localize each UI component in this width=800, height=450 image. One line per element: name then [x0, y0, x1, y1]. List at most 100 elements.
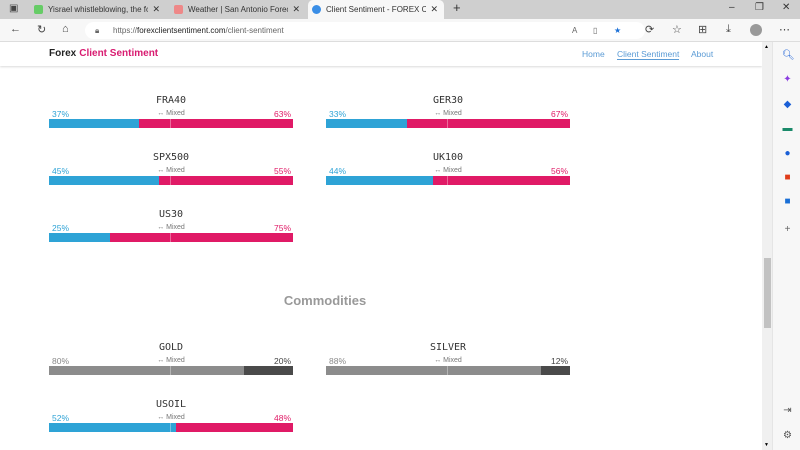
instrument-name: SILVER: [429, 342, 467, 353]
sentiment-bar: [49, 119, 293, 128]
scroll-up-icon[interactable]: ▲: [764, 44, 769, 50]
mixed-label: ↔ Mixed: [434, 357, 462, 364]
long-segment: [326, 176, 434, 185]
long-percent: 80%: [52, 356, 70, 366]
sentiment-bar: [49, 176, 293, 185]
games-icon[interactable]: ●: [784, 148, 791, 159]
close-tab-icon[interactable]: ✕: [430, 4, 438, 14]
profile-avatar[interactable]: [750, 24, 762, 36]
scrollbar-thumb[interactable]: [764, 258, 771, 328]
midline: [447, 366, 448, 375]
long-percent: 44%: [329, 166, 347, 176]
url-prefix: https://: [113, 26, 138, 35]
tab-3[interactable]: Client Sentiment - FOREX Client S ✕: [308, 0, 444, 19]
short-percent: 12%: [550, 356, 568, 366]
favicon-icon: [174, 5, 183, 14]
home-icon[interactable]: ⌂: [62, 23, 69, 35]
outlook-icon[interactable]: ■: [784, 196, 791, 207]
sentiment-bar: [326, 366, 570, 375]
sentiment-card-spx500: SPX500 45% ↔ Mixed 55%: [49, 152, 293, 192]
read-aloud-icon[interactable]: A: [572, 26, 578, 35]
commodities-heading: Commodities: [283, 293, 367, 308]
office-icon[interactable]: ■: [784, 172, 791, 183]
long-percent: 52%: [52, 413, 70, 423]
collections-icon[interactable]: ⊞: [698, 24, 708, 36]
mixed-label: ↔ Mixed: [157, 110, 185, 117]
page-scrollbar[interactable]: ▲ ▼: [762, 42, 772, 450]
site-logo[interactable]: Forex Client Sentiment: [49, 48, 158, 59]
hide-sidebar-icon[interactable]: ⇥: [783, 405, 792, 416]
instrument-name: SPX500: [152, 152, 190, 163]
long-segment: [49, 366, 245, 375]
favorites-icon[interactable]: ☆: [672, 24, 682, 36]
long-percent: 45%: [52, 166, 70, 176]
new-tab-icon[interactable]: +: [453, 0, 461, 15]
sentiment-bar: [326, 119, 570, 128]
settings-icon[interactable]: ⚙: [783, 430, 792, 441]
short-percent: 75%: [273, 223, 291, 233]
url-domain: forexclientsentiment.com: [137, 26, 226, 35]
close-tab-icon[interactable]: ✕: [152, 4, 160, 14]
nav-home[interactable]: Home: [582, 49, 605, 59]
long-segment: [326, 366, 541, 375]
brand-client-sentiment: Client Sentiment: [79, 48, 159, 59]
refresh-icon[interactable]: ↻: [37, 24, 47, 36]
long-segment: [49, 423, 176, 432]
favorite-star-icon[interactable]: ★: [614, 26, 622, 35]
sentiment-card-ger30: GER30 33% ↔ Mixed 67%: [326, 95, 570, 135]
long-percent: 25%: [52, 223, 70, 233]
sentiment-bar: [326, 176, 570, 185]
nav-about[interactable]: About: [691, 49, 714, 59]
minimize-icon[interactable]: –: [729, 2, 735, 13]
extensions-icon[interactable]: ⟳: [645, 24, 655, 36]
long-segment: [49, 119, 140, 128]
instrument-name: FRA40: [155, 95, 187, 106]
short-percent: 56%: [550, 166, 568, 176]
midline: [447, 176, 448, 185]
back-icon[interactable]: ←: [10, 23, 21, 35]
sentiment-card-silver: SILVER 88% ↔ Mixed 12%: [326, 342, 570, 382]
tools-icon[interactable]: ▬: [782, 123, 793, 134]
favicon-icon: [34, 5, 43, 14]
short-percent: 67%: [550, 109, 568, 119]
sentiment-card-gold: GOLD 80% ↔ Mixed 20%: [49, 342, 293, 382]
instrument-name: GOLD: [158, 342, 184, 353]
web-page: Forex Client Sentiment Home Client Sentim…: [0, 42, 762, 450]
edge-sidebar: 🔍︎ ✦ ◆ ▬ ● ■ ■ + ⇥ ⚙: [772, 42, 800, 450]
sentiment-card-usoil: USOIL 52% ↔ Mixed 48%: [49, 399, 293, 439]
instrument-name: USOIL: [155, 399, 187, 410]
midline: [170, 233, 171, 242]
tab-2[interactable]: Weather | San Antonio Forecast ✕: [170, 0, 306, 19]
downloads-icon[interactable]: ⤓: [726, 23, 731, 35]
shopping-tag-icon[interactable]: ◆: [783, 99, 792, 110]
reader-icon[interactable]: ▯: [593, 26, 598, 35]
tab-actions-icon[interactable]: ▣: [9, 3, 19, 14]
mixed-label: ↔ Mixed: [157, 224, 185, 231]
site-header: Forex Client Sentiment Home Client Sentim…: [0, 42, 762, 66]
copilot-icon[interactable]: ✦: [783, 74, 792, 85]
search-icon[interactable]: 🔍︎: [782, 50, 795, 61]
tab-1[interactable]: Yisrael whistleblowing, the forex ✕: [30, 0, 166, 19]
short-segment: [406, 119, 570, 128]
more-icon[interactable]: ⋯: [779, 24, 790, 36]
nav-client-sentiment[interactable]: Client Sentiment: [617, 49, 680, 60]
midline: [447, 119, 448, 128]
short-percent: 20%: [273, 356, 291, 366]
close-tab-icon[interactable]: ✕: [292, 4, 300, 14]
short-segment: [158, 176, 293, 185]
sentiment-card-uk100: UK100 44% ↔ Mixed 56%: [326, 152, 570, 192]
close-window-icon[interactable]: ✕: [782, 2, 791, 13]
long-percent: 33%: [329, 109, 347, 119]
sentiment-bar: [49, 423, 293, 432]
instrument-name: US30: [158, 209, 184, 220]
url-input[interactable]: 🔒︎ https://forexclientsentiment.com/clien…: [85, 22, 645, 39]
mixed-label: ↔ Mixed: [157, 414, 185, 421]
mixed-label: ↔ Mixed: [157, 357, 185, 364]
favicon-icon: [312, 5, 321, 14]
sentiment-card-us30: US30 25% ↔ Mixed 75%: [49, 209, 293, 249]
restore-icon[interactable]: ❐: [755, 2, 764, 13]
address-bar-row: ← ↻ ⌂ 🔒︎ https://forexclientsentiment.com…: [0, 19, 800, 42]
sentiment-card-fra40: FRA40 37% ↔ Mixed 63%: [49, 95, 293, 135]
add-icon[interactable]: +: [784, 224, 791, 235]
scroll-down-icon[interactable]: ▼: [764, 442, 769, 448]
